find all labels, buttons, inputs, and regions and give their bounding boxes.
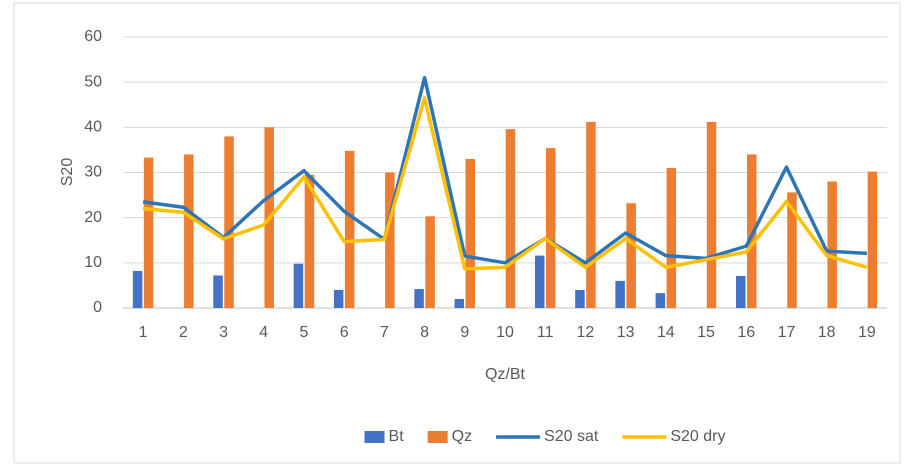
x-tick-label: 5 <box>299 324 308 341</box>
legend-label: Bt <box>389 428 405 445</box>
x-tick-label: 11 <box>537 324 554 341</box>
bar <box>655 293 666 308</box>
bar <box>385 172 395 308</box>
bar <box>304 174 315 308</box>
bar <box>132 270 143 308</box>
bar <box>787 192 797 308</box>
line-series <box>142 75 867 265</box>
bar <box>454 298 465 308</box>
x-axis-title: Qz/Bt <box>485 366 526 383</box>
x-tick-label: 12 <box>577 324 595 341</box>
bar <box>827 181 837 308</box>
y-tick-label: 10 <box>84 254 102 271</box>
x-tick-label: 18 <box>818 324 836 341</box>
y-tick-label: 60 <box>84 28 102 45</box>
y-tick-label: 40 <box>84 119 102 136</box>
bar <box>465 158 476 308</box>
x-tick-label: 4 <box>259 324 268 341</box>
x-tick-label: 15 <box>697 324 715 341</box>
bar <box>736 275 746 308</box>
x-tick-label: 9 <box>460 324 469 341</box>
legend-swatch <box>364 431 385 443</box>
bar <box>626 203 636 308</box>
x-tick-label: 7 <box>380 324 389 341</box>
x-tick-label: 19 <box>858 324 876 341</box>
bar <box>143 157 154 308</box>
legend-swatch <box>427 431 448 443</box>
bar <box>293 263 304 308</box>
x-tick-label: 1 <box>139 324 148 341</box>
bar <box>184 154 194 308</box>
bar <box>545 148 556 308</box>
bar <box>747 154 757 308</box>
bar <box>666 167 677 308</box>
bar <box>414 289 424 308</box>
bar <box>534 255 545 308</box>
x-tick-label: 8 <box>420 324 429 341</box>
bar <box>344 150 355 308</box>
bar <box>333 289 344 308</box>
bar <box>706 121 717 308</box>
legend-label: S20 sat <box>544 428 599 445</box>
legend-label: Qz <box>452 428 472 445</box>
x-tick-label: 14 <box>657 324 675 341</box>
x-tick-label: 6 <box>340 324 349 341</box>
x-tick-label: 16 <box>737 324 755 341</box>
y-tick-label: 20 <box>84 209 102 226</box>
y-axis-title: S20 <box>59 158 76 187</box>
line-series <box>142 96 868 271</box>
y-tick-label: 0 <box>93 299 102 316</box>
bar <box>867 171 878 308</box>
x-tick-label: 13 <box>617 324 635 341</box>
x-tick-label: 2 <box>179 324 188 341</box>
bar <box>425 216 435 308</box>
bar <box>505 129 516 308</box>
bar <box>575 289 585 308</box>
legend-label: S20 dry <box>670 428 725 445</box>
x-tick-label: 10 <box>496 324 514 341</box>
bar <box>586 121 596 308</box>
y-tick-label: 50 <box>84 73 102 90</box>
x-tick-label: 3 <box>219 324 228 341</box>
x-tick-label: 17 <box>778 324 796 341</box>
bar <box>615 280 625 308</box>
bar <box>224 136 234 308</box>
y-tick-label: 30 <box>84 164 102 181</box>
bar <box>213 275 223 308</box>
